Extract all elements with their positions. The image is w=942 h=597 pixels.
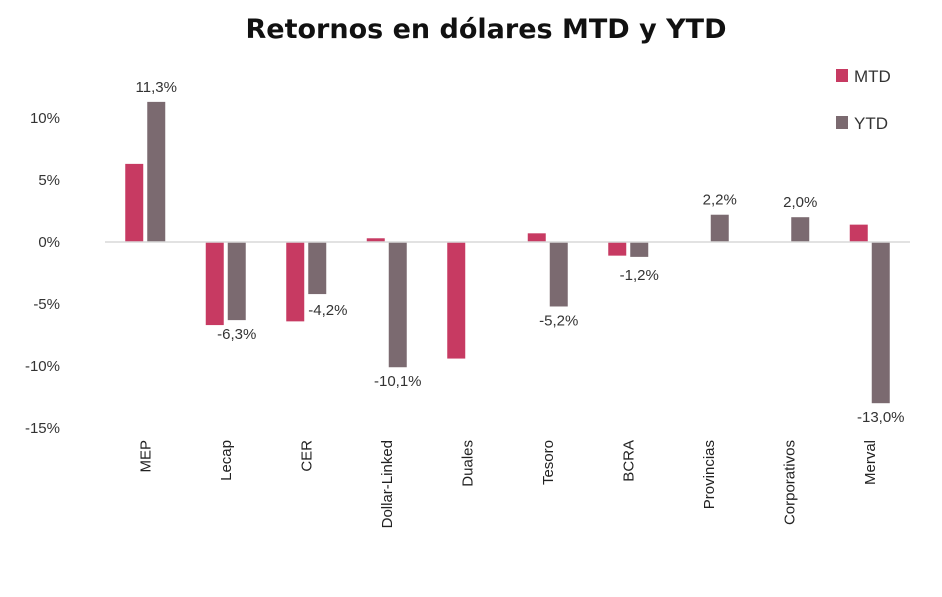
legend-label-mtd: MTD bbox=[854, 67, 891, 86]
data-label: -1,2% bbox=[620, 267, 659, 284]
bar-ytd bbox=[227, 242, 246, 321]
data-label: 11,3% bbox=[136, 79, 177, 96]
data-label: -5,2% bbox=[539, 312, 578, 329]
bar-mtd bbox=[447, 242, 466, 359]
x-tick-label: Duales bbox=[459, 440, 476, 487]
bar-ytd bbox=[308, 242, 327, 295]
bar-ytd bbox=[388, 242, 407, 368]
y-tick-label: 5% bbox=[38, 172, 60, 189]
x-tick-label: MEP bbox=[137, 440, 154, 473]
data-label: -6,3% bbox=[217, 326, 256, 343]
bar-mtd bbox=[125, 163, 144, 242]
x-tick-label: Merval bbox=[862, 440, 879, 485]
x-tick-label: Provincias bbox=[701, 440, 718, 509]
legend-label-ytd: YTD bbox=[854, 114, 888, 133]
y-tick-label: 10% bbox=[30, 110, 60, 127]
bar-ytd bbox=[630, 242, 649, 257]
x-tick-label: BCRA bbox=[620, 440, 637, 482]
y-tick-label: 0% bbox=[38, 234, 60, 251]
y-tick-label: -15% bbox=[25, 420, 60, 437]
bar-mtd bbox=[849, 224, 868, 242]
data-label: -13,0% bbox=[857, 409, 905, 426]
y-tick-label: -10% bbox=[25, 358, 60, 375]
data-label: 2,0% bbox=[783, 194, 817, 211]
bar-ytd bbox=[710, 214, 729, 242]
x-tick-label: CER bbox=[298, 440, 315, 472]
x-tick-label: Lecap bbox=[218, 440, 235, 481]
legend-swatch-mtd bbox=[836, 69, 848, 82]
legend-swatch-ytd bbox=[836, 116, 848, 129]
bar-ytd bbox=[147, 101, 166, 242]
data-label: 2,2% bbox=[703, 192, 737, 209]
bar-mtd bbox=[608, 242, 627, 256]
chart-title: Retornos en dólares MTD y YTD bbox=[245, 14, 727, 45]
y-tick-label: -5% bbox=[33, 296, 60, 313]
x-tick-label: Dollar-Linked bbox=[379, 440, 396, 528]
bar-mtd bbox=[286, 242, 305, 322]
bar-ytd bbox=[871, 242, 890, 404]
x-tick-label: Corporativos bbox=[781, 440, 798, 525]
bar-mtd bbox=[366, 238, 385, 242]
x-tick-label: Tesoro bbox=[540, 440, 557, 485]
data-label: -10,1% bbox=[374, 373, 422, 390]
bar-ytd bbox=[791, 217, 810, 242]
bar-ytd bbox=[549, 242, 568, 307]
bar-mtd bbox=[527, 233, 546, 242]
bar-mtd bbox=[205, 242, 224, 326]
data-label: -4,2% bbox=[308, 302, 347, 319]
